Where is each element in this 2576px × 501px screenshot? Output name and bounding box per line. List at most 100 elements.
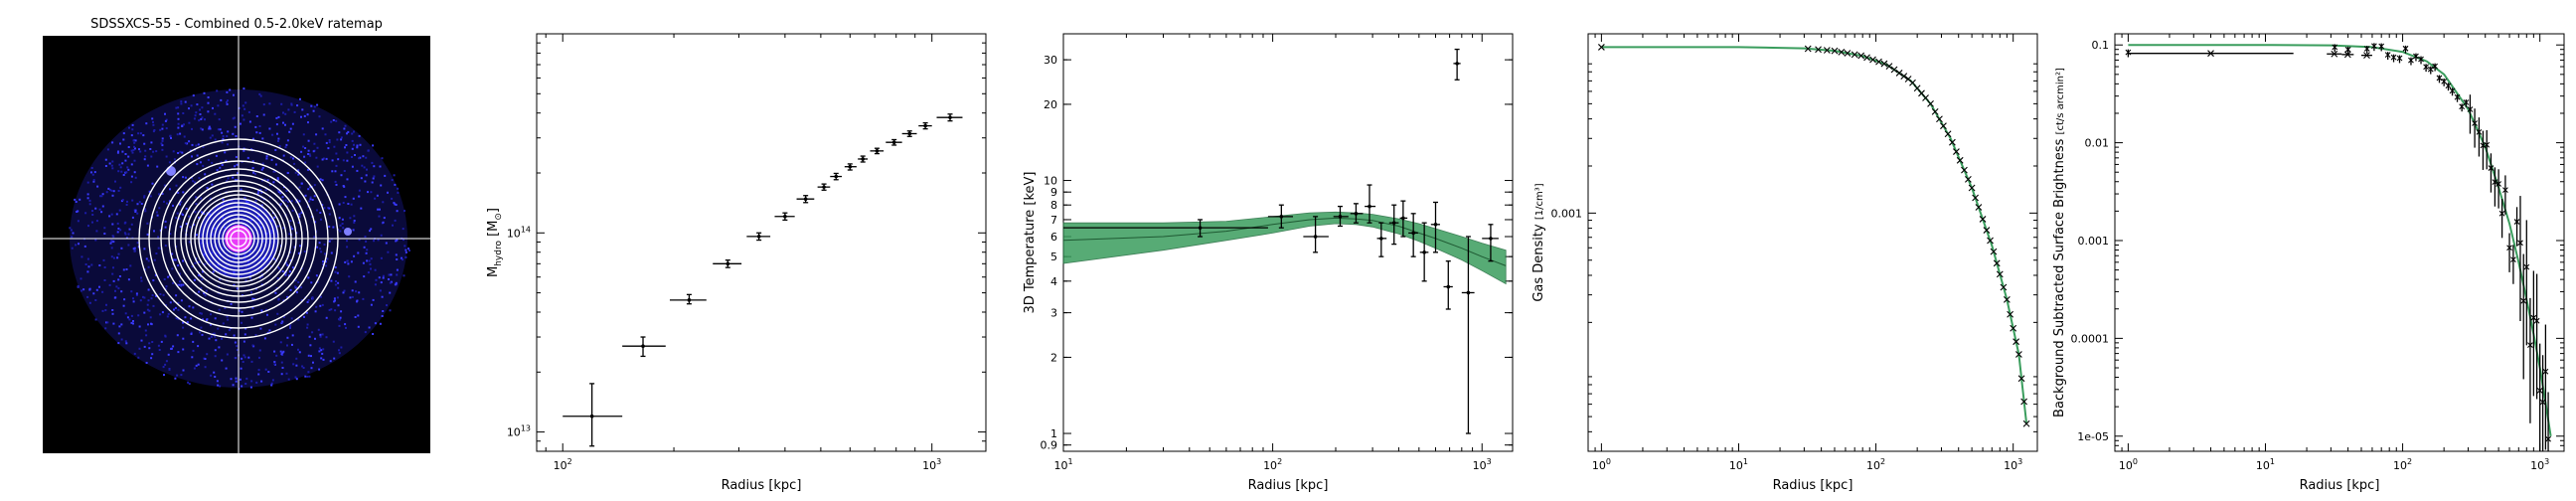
emission-pixel xyxy=(244,101,247,104)
emission-pixel xyxy=(241,385,243,388)
emission-pixel xyxy=(312,361,314,364)
emission-pixel xyxy=(404,255,407,258)
emission-pixel xyxy=(242,354,245,357)
x-marker xyxy=(2344,46,2351,53)
emission-pixel xyxy=(334,283,337,286)
emission-pixel xyxy=(128,318,131,321)
emission-pixel xyxy=(124,153,127,155)
emission-pixel xyxy=(111,160,114,163)
emission-pixel xyxy=(396,210,399,213)
emission-pixel xyxy=(239,378,242,381)
x-tick-label: 102 xyxy=(1866,457,1885,472)
emission-pixel xyxy=(206,353,209,356)
emission-pixel xyxy=(286,139,289,142)
emission-pixel xyxy=(251,344,254,347)
emission-pixel xyxy=(182,321,185,324)
x-marker xyxy=(1987,237,1994,245)
emission-pixel xyxy=(140,203,143,205)
emission-pixel xyxy=(323,207,326,210)
emission-pixel xyxy=(83,245,86,248)
emission-pixel xyxy=(230,302,233,305)
emission-pixel xyxy=(155,211,158,214)
emission-pixel xyxy=(321,158,324,161)
emission-pixel xyxy=(179,226,182,228)
emission-pixel xyxy=(391,179,394,182)
y-tick-label: 2 xyxy=(1050,351,1057,364)
data-point xyxy=(907,131,912,136)
data-point xyxy=(1446,284,1451,289)
emission-pixel xyxy=(396,283,398,286)
emission-pixel xyxy=(104,165,107,167)
data-point xyxy=(1455,62,1459,66)
emission-pixel xyxy=(338,324,341,327)
emission-pixel xyxy=(111,223,114,226)
x-marker xyxy=(1838,48,1846,56)
x-marker xyxy=(2480,142,2487,149)
emission-pixel xyxy=(168,368,171,370)
x-marker xyxy=(1927,99,1934,107)
emission-pixel xyxy=(94,239,97,242)
emission-pixel xyxy=(178,218,181,221)
emission-pixel xyxy=(151,341,154,343)
y-tick-label: 9 xyxy=(1050,186,1057,199)
emission-pixel xyxy=(211,183,214,186)
emission-pixel xyxy=(335,119,338,122)
emission-pixel xyxy=(219,166,222,169)
data-point xyxy=(1411,231,1415,236)
emission-pixel xyxy=(259,327,262,330)
emission-pixel xyxy=(118,275,121,277)
emission-pixel xyxy=(169,233,172,236)
emission-pixel xyxy=(124,312,127,315)
emission-pixel xyxy=(80,289,82,292)
emission-pixel xyxy=(290,317,293,320)
emission-pixel xyxy=(359,143,362,146)
plot-frame xyxy=(536,33,987,452)
emission-pixel xyxy=(325,336,328,339)
emission-pixel xyxy=(236,349,239,351)
emission-pixel xyxy=(146,222,149,225)
emission-pixel xyxy=(380,256,383,259)
emission-pixel xyxy=(201,333,204,336)
emission-pixel xyxy=(363,275,366,278)
emission-pixel xyxy=(347,130,350,133)
emission-pixel xyxy=(112,279,115,282)
emission-pixel xyxy=(233,116,236,119)
emission-pixel xyxy=(82,288,85,291)
emission-pixel xyxy=(116,256,119,259)
emission-pixel xyxy=(340,174,343,177)
emission-pixel xyxy=(188,215,190,218)
emission-pixel xyxy=(152,123,155,126)
emission-pixel xyxy=(350,260,353,263)
emission-pixel xyxy=(261,162,264,165)
emission-pixel xyxy=(143,248,146,250)
emission-pixel xyxy=(150,357,153,360)
emission-pixel xyxy=(108,215,111,218)
x-marker xyxy=(2402,45,2409,52)
x-marker xyxy=(2488,165,2495,171)
emission-pixel xyxy=(88,203,91,206)
emission-pixel xyxy=(297,251,300,254)
emission-pixel xyxy=(191,177,193,179)
emission-pixel xyxy=(106,148,109,151)
emission-pixel xyxy=(303,114,306,117)
emission-pixel xyxy=(164,245,167,248)
emission-pixel xyxy=(134,211,137,213)
emission-pixel xyxy=(254,125,257,128)
emission-pixel xyxy=(339,318,342,321)
emission-pixel xyxy=(98,285,100,288)
emission-pixel xyxy=(163,200,165,203)
emission-pixel xyxy=(381,295,384,298)
emission-pixel xyxy=(297,281,300,283)
emission-pixel xyxy=(183,123,185,126)
emission-pixel xyxy=(360,207,363,210)
emission-pixel xyxy=(286,205,289,208)
emission-pixel xyxy=(150,155,153,158)
emission-pixel xyxy=(164,226,167,229)
emission-pixel xyxy=(264,368,267,371)
y-tick-label: 20 xyxy=(1044,98,1057,111)
emission-pixel xyxy=(109,242,112,245)
emission-pixel xyxy=(320,295,322,298)
emission-pixel xyxy=(274,323,277,326)
emission-pixel xyxy=(368,326,371,329)
y-tick-label: 3 xyxy=(1050,307,1057,320)
